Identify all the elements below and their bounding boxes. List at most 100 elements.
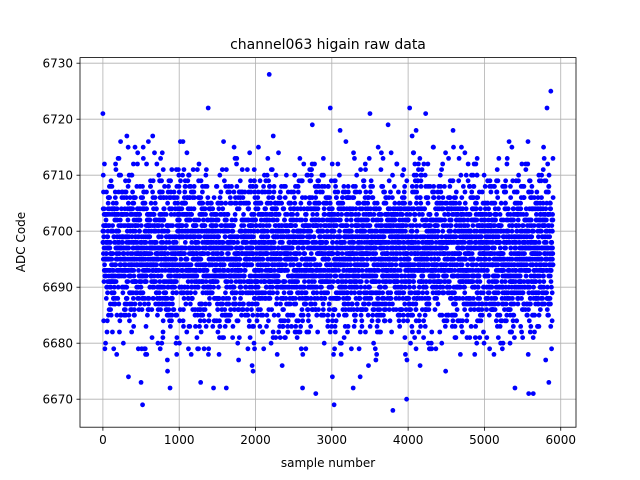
data-point xyxy=(313,195,319,201)
data-point xyxy=(257,178,263,184)
data-point xyxy=(401,318,406,324)
data-point xyxy=(251,234,256,240)
data-point xyxy=(163,212,169,217)
data-point xyxy=(344,223,350,229)
data-point xyxy=(426,296,432,301)
data-point xyxy=(215,217,221,223)
data-point xyxy=(396,318,402,324)
data-point xyxy=(267,184,273,189)
data-point xyxy=(364,262,370,268)
data-point xyxy=(117,329,122,335)
data-point xyxy=(460,318,465,324)
data-point xyxy=(366,301,372,307)
data-point xyxy=(196,346,201,352)
data-point xyxy=(417,223,423,229)
data-point xyxy=(234,156,240,161)
data-point xyxy=(406,256,412,262)
data-point xyxy=(280,240,285,245)
data-point xyxy=(255,284,261,290)
data-point xyxy=(438,189,444,195)
data-point xyxy=(418,178,424,184)
data-point xyxy=(195,284,201,290)
data-point xyxy=(169,167,175,173)
data-point xyxy=(390,301,395,307)
data-point xyxy=(412,217,418,223)
data-point xyxy=(140,184,145,189)
data-point xyxy=(388,296,394,301)
data-point xyxy=(125,279,131,284)
data-point xyxy=(107,245,113,251)
data-point xyxy=(203,212,208,217)
data-point xyxy=(112,195,118,201)
data-point xyxy=(135,223,141,229)
data-point xyxy=(249,262,255,268)
data-point xyxy=(405,318,411,324)
data-point xyxy=(107,195,113,201)
data-point xyxy=(474,156,480,161)
data-point xyxy=(123,189,129,195)
data-point xyxy=(452,290,457,296)
data-point xyxy=(132,228,138,234)
data-point xyxy=(425,161,431,167)
data-point xyxy=(198,380,204,385)
data-point xyxy=(435,228,441,234)
data-point xyxy=(178,178,183,184)
data-point xyxy=(335,161,341,167)
data-point xyxy=(155,340,161,346)
data-point xyxy=(385,122,391,128)
data-point xyxy=(299,307,305,312)
data-point xyxy=(119,206,124,212)
data-point xyxy=(383,200,389,206)
data-point xyxy=(228,312,233,318)
data-point xyxy=(325,318,331,324)
data-point xyxy=(150,178,156,184)
data-point xyxy=(404,357,410,363)
data-point xyxy=(194,335,200,340)
data-point xyxy=(146,296,152,301)
data-point xyxy=(326,256,331,262)
data-point xyxy=(231,284,237,290)
data-point xyxy=(254,318,260,324)
data-point xyxy=(356,346,362,352)
data-point xyxy=(198,178,204,184)
data-point xyxy=(255,195,261,201)
data-point xyxy=(378,329,383,335)
data-point xyxy=(160,240,166,245)
data-point xyxy=(130,189,135,195)
data-point xyxy=(124,133,130,139)
data-point xyxy=(336,268,342,273)
data-point xyxy=(412,212,418,217)
data-point xyxy=(369,318,375,324)
data-point xyxy=(156,290,162,296)
data-point xyxy=(463,256,469,262)
data-point xyxy=(224,217,229,223)
data-point xyxy=(329,206,335,212)
data-point xyxy=(283,184,288,189)
data-point xyxy=(397,324,403,329)
data-point xyxy=(472,335,478,340)
data-point xyxy=(308,178,314,184)
data-point xyxy=(362,228,368,234)
data-point xyxy=(222,234,228,240)
data-point xyxy=(160,189,165,195)
data-point xyxy=(292,172,298,178)
data-point xyxy=(180,172,185,178)
data-point xyxy=(250,368,256,374)
data-point xyxy=(409,329,415,335)
data-point xyxy=(183,223,189,229)
data-point xyxy=(241,301,246,307)
data-point xyxy=(282,279,288,284)
data-point xyxy=(135,346,141,352)
data-point xyxy=(251,212,257,217)
data-point xyxy=(307,200,312,206)
data-point xyxy=(221,335,227,340)
data-point xyxy=(256,144,261,150)
data-point xyxy=(366,156,372,161)
data-point xyxy=(324,240,330,245)
data-point xyxy=(216,352,222,357)
data-point xyxy=(223,167,229,173)
data-point xyxy=(264,324,269,329)
data-point xyxy=(314,290,320,296)
data-point xyxy=(422,312,428,318)
data-point xyxy=(174,352,180,357)
